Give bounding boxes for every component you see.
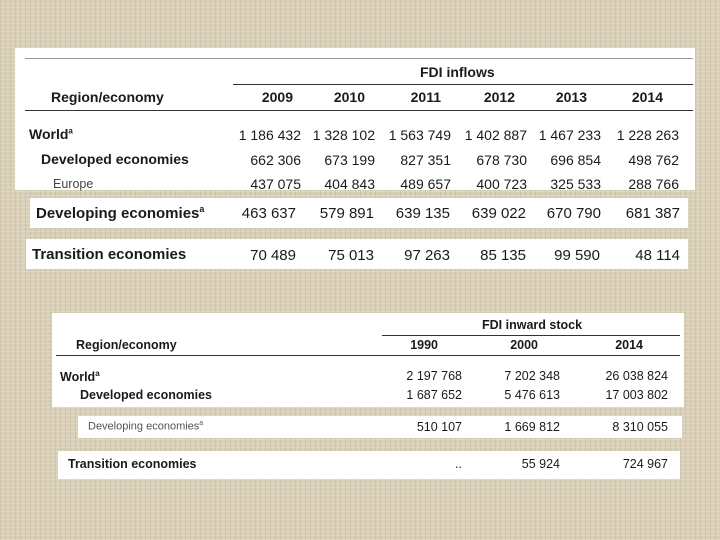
row-label-world: Worlda: [29, 126, 73, 142]
region-economy-header: Region/economy: [51, 89, 164, 105]
cell-value: 463 637: [241, 205, 296, 222]
row-label-developed: Developed economies: [41, 151, 189, 167]
cell-value: 639 135: [395, 205, 450, 222]
year-header: 2013: [555, 89, 587, 105]
cell-value: 8 310 055: [612, 420, 668, 434]
cell-value: 1 186 432: [238, 127, 301, 143]
cell-value: 678 730: [476, 152, 527, 168]
fdi-inflows-transition-row: Transition economies 70 489 75 013 97 26…: [26, 239, 688, 269]
cell-value: 70 489: [250, 247, 296, 264]
fdi-stock-developing-row: Developing economiesa 510 107 1 669 812 …: [78, 416, 682, 438]
cell-value: 670 790: [546, 205, 601, 222]
cell-value: 7 202 348: [504, 369, 560, 383]
cell-value: 827 351: [400, 152, 451, 168]
cell-value: 1 328 102: [312, 127, 375, 143]
cell-value: 662 306: [250, 152, 301, 168]
row-label-developed: Developed economies: [80, 388, 212, 402]
year-header: 2014: [615, 338, 643, 352]
cell-value: 325 533: [550, 176, 601, 192]
row-label-transition: Transition economies: [68, 457, 197, 471]
row-label-transition: Transition economies: [32, 246, 187, 263]
cell-value: 639 022: [471, 205, 526, 222]
fdi-inflows-header: FDI inflows: [420, 64, 495, 80]
cell-value: 2 197 768: [406, 369, 462, 383]
cell-value: 404 843: [324, 176, 375, 192]
year-header: 2010: [333, 89, 365, 105]
cell-value: 498 762: [628, 152, 679, 168]
cell-value: 400 723: [476, 176, 527, 192]
cell-value: 26 038 824: [605, 369, 668, 383]
region-economy-header: Region/economy: [76, 338, 177, 352]
top-rule: [25, 58, 693, 59]
cell-value: ..: [455, 457, 462, 471]
cell-value: 48 114: [635, 247, 680, 264]
columns-rule: [56, 355, 680, 356]
year-header: 2014: [631, 89, 663, 105]
row-label-developing: Developing economiesa: [36, 204, 205, 222]
cell-value: 1 669 812: [504, 420, 560, 434]
cell-value: 510 107: [416, 420, 462, 434]
cell-value: 99 590: [554, 247, 600, 264]
fdi-inward-stock-header: FDI inward stock: [482, 318, 583, 332]
header-rule: [382, 335, 680, 336]
cell-value: 696 854: [550, 152, 601, 168]
year-header: 2009: [261, 89, 293, 105]
cell-value: 1 563 749: [388, 127, 451, 143]
cell-value: 489 657: [400, 176, 451, 192]
cell-value: 673 199: [324, 152, 375, 168]
row-label-world: Worlda: [60, 369, 100, 385]
fdi-inflows-developing-row: Developing economiesa 463 637 579 891 63…: [30, 198, 688, 228]
year-header: 2012: [483, 89, 515, 105]
cell-value: 724 967: [622, 457, 668, 471]
cell-value: 75 013: [328, 247, 374, 264]
cell-value: 97 263: [404, 247, 450, 264]
cell-value: 1 228 263: [616, 127, 679, 143]
cell-value: 288 766: [628, 176, 679, 192]
cell-value: 1 402 887: [464, 127, 527, 143]
fdi-inflows-table: FDI inflows Region/economy 2009 2010 201…: [15, 48, 695, 192]
fdi-inward-stock-table: FDI inward stock Region/economy 1990 200…: [52, 313, 684, 407]
year-header: 1990: [410, 338, 438, 352]
cell-value: 579 891: [319, 205, 374, 222]
cell-value: 5 476 613: [504, 388, 560, 402]
year-header: 2011: [410, 89, 441, 105]
fdi-stock-transition-row: Transition economies .. 55 924 724 967: [58, 451, 680, 479]
cell-value: 17 003 802: [605, 388, 668, 402]
cell-value: 55 924: [521, 457, 560, 471]
row-label-developing: Developing economiesa: [88, 420, 204, 433]
row-label-europe: Europe: [53, 177, 94, 191]
cell-value: 1 687 652: [406, 388, 462, 402]
year-header: 2000: [510, 338, 538, 352]
columns-rule: [25, 110, 693, 111]
cell-value: 85 135: [480, 247, 526, 264]
header-rule: [233, 84, 693, 85]
cell-value: 681 387: [625, 205, 680, 222]
cell-value: 437 075: [250, 176, 301, 192]
cell-value: 1 467 233: [538, 127, 601, 143]
